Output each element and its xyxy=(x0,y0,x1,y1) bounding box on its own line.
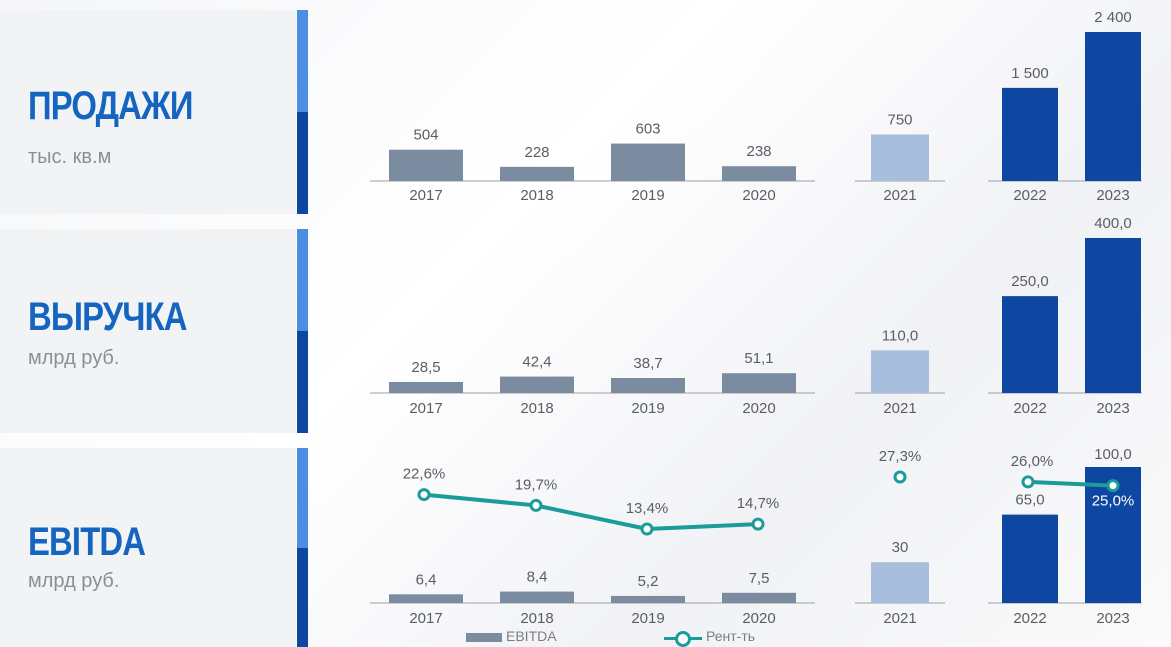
profitability-point xyxy=(640,522,654,536)
bar xyxy=(871,134,929,181)
bar xyxy=(722,592,796,603)
category-tick-label: 2019 xyxy=(631,610,664,627)
bar xyxy=(1002,296,1058,393)
bar xyxy=(722,373,796,393)
bar xyxy=(389,381,463,393)
category-tick-label: 2019 xyxy=(631,400,664,417)
bar xyxy=(871,562,929,603)
panel-sales: ПРОДАЖИ тыс. кв.м xyxy=(0,10,296,214)
category-tick-label: 2018 xyxy=(520,400,553,417)
panel-unit: тыс. кв.м xyxy=(28,146,112,168)
bar-value-label: 65,0 xyxy=(1015,492,1044,509)
profitability-point xyxy=(893,470,907,484)
category-tick-label: 2018 xyxy=(520,187,553,204)
profitability-point xyxy=(417,488,431,502)
bar-value-label: 238 xyxy=(746,143,771,160)
bar-value-label: 6,4 xyxy=(416,571,437,588)
category-tick-label: 2020 xyxy=(742,400,775,417)
bar xyxy=(1085,238,1141,393)
profitability-point xyxy=(1106,479,1120,493)
category-tick-label: 2023 xyxy=(1096,610,1129,627)
bar-value-label: 750 xyxy=(887,111,912,128)
category-tick-label: 2021 xyxy=(883,610,916,627)
bar xyxy=(500,376,574,393)
legend-bar-label: EBITDA xyxy=(506,628,557,644)
category-tick-label: 2022 xyxy=(1013,610,1046,627)
bar-value-label: 30 xyxy=(892,539,909,556)
bar-value-label: 2 400 xyxy=(1094,9,1132,26)
profitability-label: 22,6% xyxy=(403,466,446,483)
bar xyxy=(1085,32,1141,181)
legend-bar-swatch xyxy=(466,633,502,642)
bar xyxy=(1002,87,1058,181)
profitability-line xyxy=(423,492,759,532)
bar xyxy=(722,166,796,181)
bar xyxy=(611,143,685,181)
category-tick-label: 2017 xyxy=(409,187,442,204)
category-tick-label: 2020 xyxy=(742,610,775,627)
bar-value-label: 8,4 xyxy=(527,569,548,586)
accent-bar-revenue xyxy=(297,229,308,433)
bar xyxy=(500,166,574,181)
profitability-point xyxy=(529,498,543,512)
accent-bar-ebitda xyxy=(297,448,308,647)
bar xyxy=(871,350,929,393)
profitability-line-forecast xyxy=(1027,479,1114,488)
bar xyxy=(500,591,574,603)
profitability-label: 25,0% xyxy=(1092,493,1135,510)
bar-value-label: 28,5 xyxy=(411,359,440,376)
bar-value-label: 1 500 xyxy=(1011,65,1049,82)
profitability-point xyxy=(1021,475,1035,489)
bar-value-label: 38,7 xyxy=(633,355,662,372)
bar xyxy=(1002,514,1058,603)
accent-bar-sales xyxy=(297,10,308,214)
category-tick-label: 2022 xyxy=(1013,187,1046,204)
panel-unit: млрд руб. xyxy=(28,570,120,592)
legend-line-label: Рент-ть xyxy=(706,628,756,644)
bar-value-label: 400,0 xyxy=(1094,215,1132,232)
category-tick-label: 2019 xyxy=(631,187,664,204)
category-tick-label: 2018 xyxy=(520,610,553,627)
profitability-label: 14,7% xyxy=(737,495,780,512)
bar-value-label: 250,0 xyxy=(1011,273,1049,290)
bar xyxy=(611,378,685,393)
bar xyxy=(611,595,685,603)
bar-value-label: 504 xyxy=(413,127,438,144)
bar-value-label: 5,2 xyxy=(638,573,659,590)
bar-value-label: 42,4 xyxy=(522,354,551,371)
panel-ebitda: EBITDA млрд руб. xyxy=(0,448,296,647)
profitability-label: 26,0% xyxy=(1011,453,1054,470)
panel-revenue: ВЫРУЧКА млрд руб. xyxy=(0,229,296,433)
profitability-label: 19,7% xyxy=(515,476,558,493)
category-tick-label: 2022 xyxy=(1013,400,1046,417)
bar-value-label: 7,5 xyxy=(749,570,770,587)
legend: EBITDA Рент-ть xyxy=(466,628,786,647)
bar xyxy=(389,594,463,603)
profitability-label: 27,3% xyxy=(879,448,922,465)
bar-value-label: 110,0 xyxy=(882,327,918,344)
category-tick-label: 2021 xyxy=(883,187,916,204)
panel-title: ПРОДАЖИ xyxy=(28,84,193,128)
category-tick-label: 2023 xyxy=(1096,187,1129,204)
panel-title: EBITDA xyxy=(28,520,146,564)
bar-value-label: 100,0 xyxy=(1094,446,1132,463)
bar-value-label: 51,1 xyxy=(744,350,773,367)
category-tick-label: 2021 xyxy=(883,400,916,417)
panel-unit: млрд руб. xyxy=(28,347,120,369)
bar xyxy=(389,149,463,181)
panel-title: ВЫРУЧКА xyxy=(28,295,187,339)
profitability-point xyxy=(751,517,765,531)
bar-value-label: 228 xyxy=(524,144,549,161)
category-tick-label: 2017 xyxy=(409,400,442,417)
category-tick-label: 2023 xyxy=(1096,400,1129,417)
legend-line-marker xyxy=(675,631,691,647)
bar-value-label: 603 xyxy=(635,121,660,138)
profitability-label: 13,4% xyxy=(626,500,669,517)
category-tick-label: 2017 xyxy=(409,610,442,627)
category-tick-label: 2020 xyxy=(742,187,775,204)
